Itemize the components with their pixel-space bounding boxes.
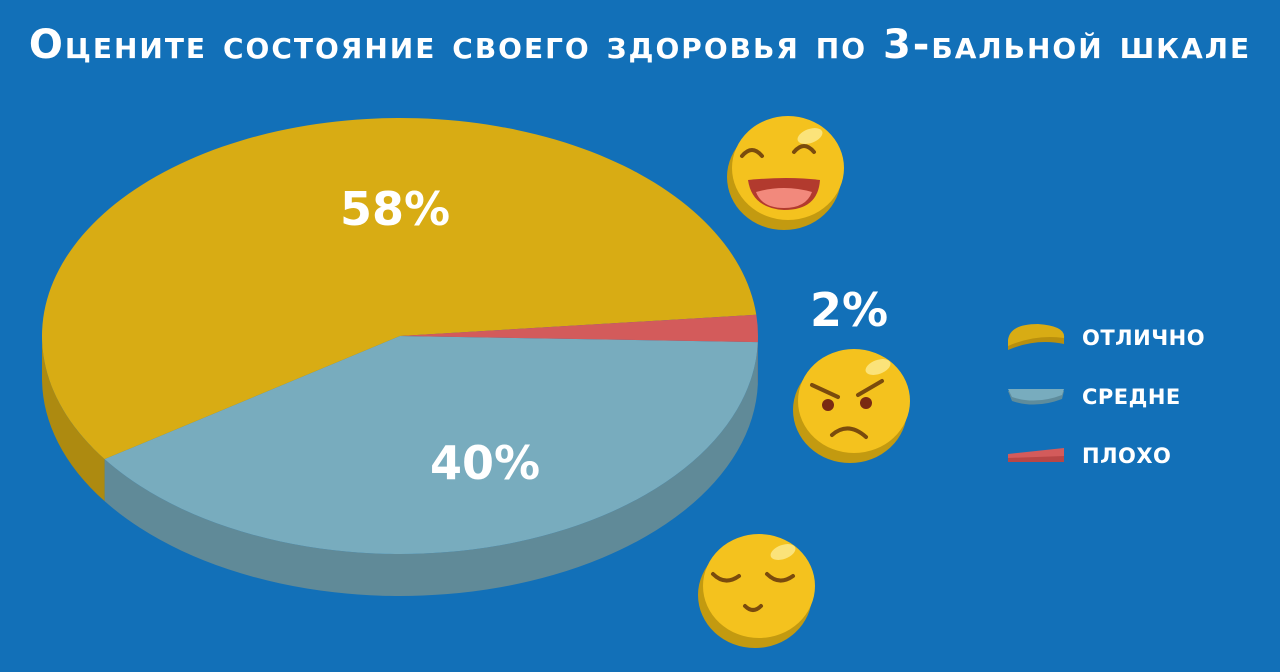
legend-swatch-otlichno [1008, 323, 1065, 350]
legend-item-sredne: СРЕДНЕ [1006, 367, 1205, 426]
legend-label-sredne: СРЕДНЕ [1082, 384, 1181, 409]
pie-side-средне-0 [104, 342, 758, 596]
laughing-emoji-icon [727, 116, 844, 230]
pie-side-отлично-0 [42, 336, 105, 502]
legend-label-plokho: ПЛОХО [1082, 443, 1172, 468]
calm-emoji-icon [698, 534, 815, 648]
pie-slice-отлично [41, 117, 757, 460]
legend-label-otlichno: ОТЛИЧНО [1082, 325, 1206, 350]
data-label-sredne: 40% [430, 436, 541, 490]
legend-item-plokho: ПЛОХО [1006, 426, 1205, 485]
angry-emoji-icon [793, 349, 910, 463]
pie-slice-плохо [400, 314, 758, 343]
data-label-otlichno: 58% [340, 182, 451, 236]
chart-title: Оцените состояние своего здоровья по 3-б… [28, 22, 1252, 68]
legend: ОТЛИЧНО СРЕДНЕ ПЛОХО [1006, 308, 1205, 485]
pie-slice-средне [104, 336, 758, 554]
data-label-plokho: 2% [810, 283, 889, 337]
legend-swatch-plokho [1008, 447, 1064, 462]
legend-item-otlichno: ОТЛИЧНО [1006, 308, 1205, 367]
legend-swatch-sredne [1008, 388, 1064, 405]
